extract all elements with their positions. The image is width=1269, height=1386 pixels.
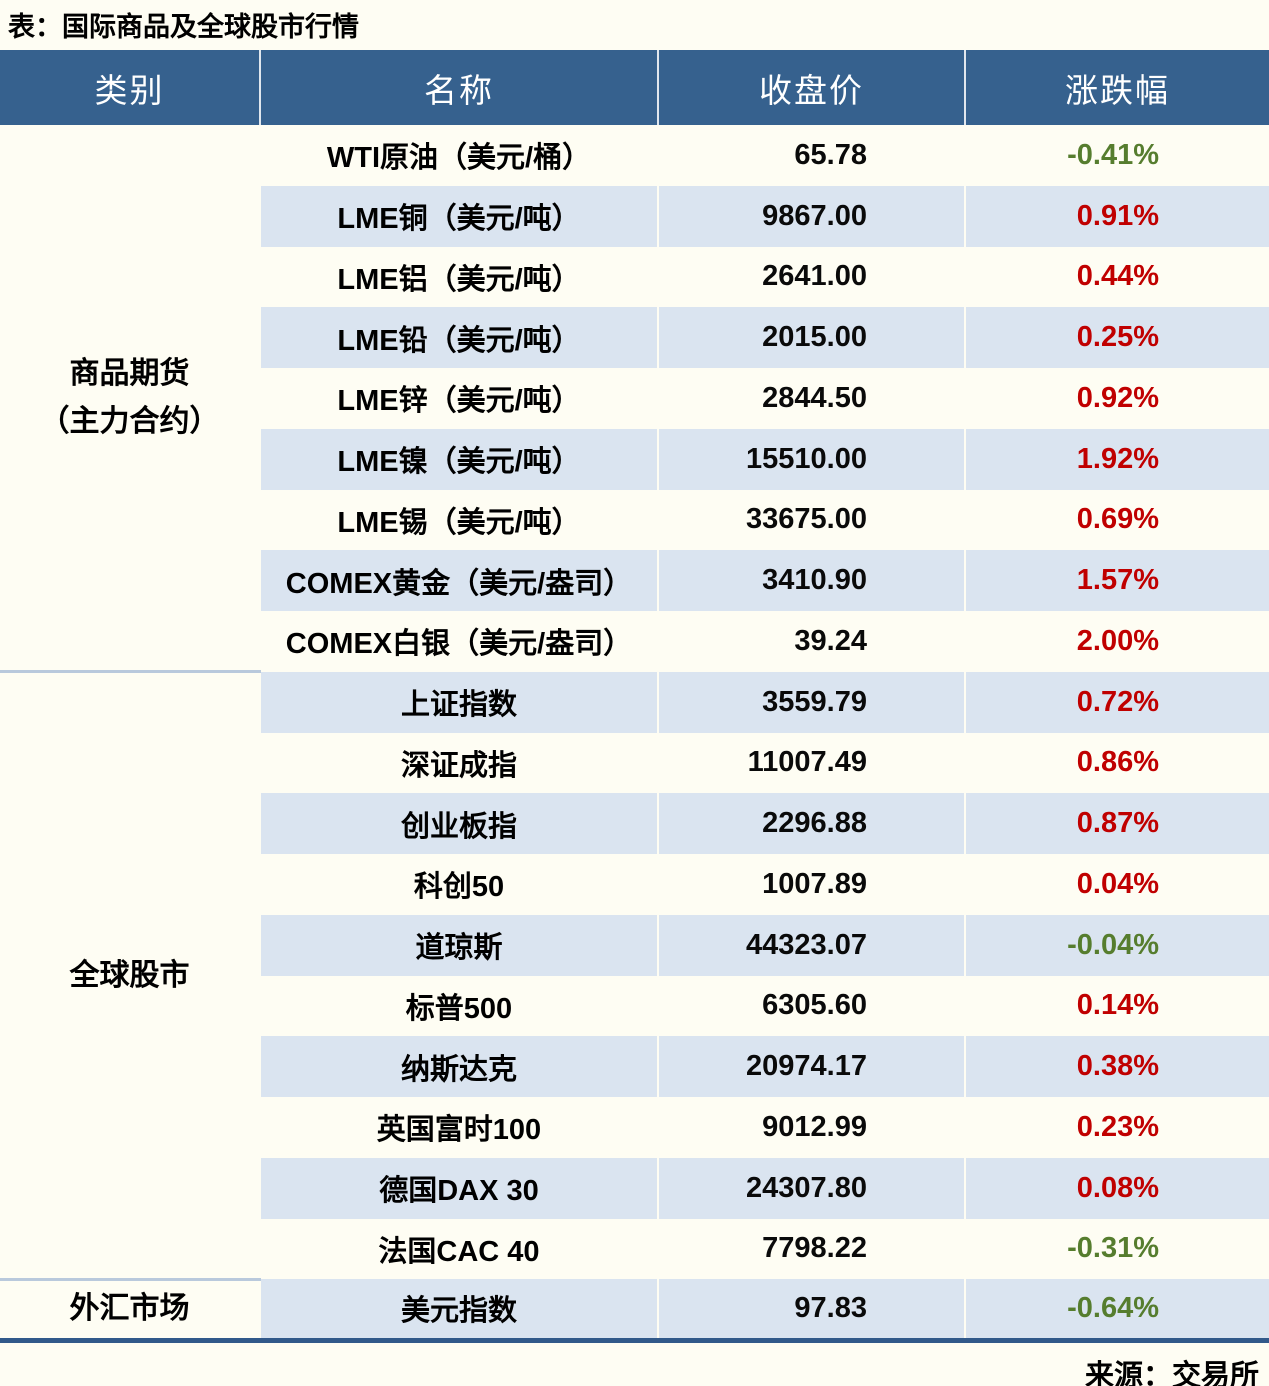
category-line: 商品期货 — [69, 356, 190, 390]
change-percent: 0.69% — [964, 489, 1269, 551]
column-header-close: 收盘价 — [657, 50, 965, 125]
table-row: 英国富时100 9012.99 0.23% — [0, 1097, 1269, 1158]
instrument-name: 纳斯达克 — [259, 1036, 658, 1097]
category-cell: 商品期货 （主力合约） — [0, 125, 260, 672]
column-header-category: 类别 — [0, 50, 260, 125]
instrument-name: 英国富时100 — [259, 1097, 658, 1158]
table-row: 德国DAX 30 24307.80 0.08% — [0, 1157, 1269, 1219]
instrument-name: COMEX白银（美元/盎司） — [259, 611, 658, 672]
change-percent: 0.38% — [964, 1036, 1269, 1097]
instrument-name: 法国CAC 40 — [259, 1218, 658, 1280]
instrument-name: 深证成指 — [259, 732, 658, 794]
change-percent: 0.87% — [964, 793, 1269, 854]
market-quote-table: 类别 名称 收盘价 涨跌幅 商品期货 （主力合约） WTI原油（美元/桶） 65.78… — [0, 50, 1269, 1343]
category-cell: 外汇市场 — [0, 1277, 260, 1340]
header-row: 类别 名称 收盘价 涨跌幅 — [0, 50, 1269, 125]
instrument-name: 科创50 — [259, 854, 658, 915]
change-percent: 0.72% — [964, 671, 1269, 733]
page-title: 表：国际商品及全球股市行情 — [8, 12, 359, 42]
table-body: 商品期货 （主力合约） WTI原油（美元/桶） 65.78 -0.41% LME铜（美元/… — [0, 125, 1269, 1340]
instrument-name: 上证指数 — [259, 671, 658, 733]
closing-price: 9867.00 — [657, 185, 965, 247]
closing-price: 9012.99 — [657, 1097, 965, 1158]
instrument-name: LME镍（美元/吨） — [259, 428, 658, 490]
change-percent: 0.92% — [964, 368, 1269, 429]
closing-price: 3559.79 — [657, 671, 965, 733]
instrument-name: LME铜（美元/吨） — [259, 185, 658, 247]
table-row: 全球股市 上证指数 3559.79 0.72% — [0, 670, 1269, 1280]
change-percent: -0.31% — [964, 1218, 1269, 1280]
closing-price: 11007.49 — [657, 732, 965, 794]
change-percent: 0.86% — [964, 732, 1269, 794]
instrument-name: LME铝（美元/吨） — [259, 246, 658, 308]
closing-price: 15510.00 — [657, 428, 965, 490]
closing-price: 3410.90 — [657, 550, 965, 611]
change-percent: 0.91% — [964, 185, 1269, 247]
table-row: LME铅（美元/吨） 2015.00 0.25% — [0, 307, 1269, 368]
column-header-change: 涨跌幅 — [964, 50, 1269, 125]
category-line: 外汇市场 — [69, 1292, 190, 1326]
change-percent: 0.44% — [964, 246, 1269, 308]
table-row: 标普500 6305.60 0.14% — [0, 975, 1269, 1037]
change-percent: -0.64% — [964, 1279, 1269, 1340]
change-percent: 1.92% — [964, 428, 1269, 490]
closing-price: 33675.00 — [657, 489, 965, 551]
column-header-name: 名称 — [259, 50, 658, 125]
category-cell: 全球股市 — [0, 670, 260, 1280]
closing-price: 39.24 — [657, 611, 965, 672]
closing-price: 2015.00 — [657, 307, 965, 368]
instrument-name: LME锌（美元/吨） — [259, 368, 658, 429]
instrument-name: 美元指数 — [259, 1279, 658, 1340]
table-row: 法国CAC 40 7798.22 -0.31% — [0, 1218, 1269, 1280]
category-line: （主力合约） — [39, 404, 220, 438]
change-percent: 0.25% — [964, 307, 1269, 368]
instrument-name: LME铅（美元/吨） — [259, 307, 658, 368]
instrument-name: 道琼斯 — [259, 914, 658, 976]
table-row: 商品期货 （主力合约） WTI原油（美元/桶） 65.78 -0.41% — [0, 125, 1269, 672]
table-row: LME镍（美元/吨） 15510.00 1.92% — [0, 428, 1269, 490]
instrument-name: 创业板指 — [259, 793, 658, 854]
table-row: COMEX黄金（美元/盎司） 3410.90 1.57% — [0, 550, 1269, 611]
table-header: 类别 名称 收盘价 涨跌幅 — [0, 50, 1269, 125]
closing-price: 2641.00 — [657, 246, 965, 308]
instrument-name: WTI原油（美元/桶） — [259, 125, 658, 186]
change-percent: -0.41% — [964, 125, 1269, 186]
table-row: LME铝（美元/吨） 2641.00 0.44% — [0, 246, 1269, 308]
closing-price: 65.78 — [657, 125, 965, 186]
table-row: LME锌（美元/吨） 2844.50 0.92% — [0, 368, 1269, 429]
table-row: COMEX白银（美元/盎司） 39.24 2.00% — [0, 611, 1269, 672]
instrument-name: 标普500 — [259, 975, 658, 1037]
closing-price: 1007.89 — [657, 854, 965, 915]
closing-price: 6305.60 — [657, 975, 965, 1037]
table-row: 创业板指 2296.88 0.87% — [0, 793, 1269, 854]
change-percent: 0.04% — [964, 854, 1269, 915]
closing-price: 20974.17 — [657, 1036, 965, 1097]
source-note: 来源：交易所 — [1084, 1359, 1259, 1386]
table-row: LME铜（美元/吨） 9867.00 0.91% — [0, 185, 1269, 247]
closing-price: 97.83 — [657, 1279, 965, 1340]
change-percent: 0.08% — [964, 1157, 1269, 1219]
change-percent: -0.04% — [964, 914, 1269, 976]
change-percent: 0.14% — [964, 975, 1269, 1037]
closing-price: 7798.22 — [657, 1218, 965, 1280]
category-line: 全球股市 — [69, 958, 190, 992]
instrument-name: 德国DAX 30 — [259, 1157, 658, 1219]
table-row: LME锡（美元/吨） 33675.00 0.69% — [0, 489, 1269, 551]
table-row: 道琼斯 44323.07 -0.04% — [0, 914, 1269, 976]
instrument-name: COMEX黄金（美元/盎司） — [259, 550, 658, 611]
change-percent: 1.57% — [964, 550, 1269, 611]
instrument-name: LME锡（美元/吨） — [259, 489, 658, 551]
change-percent: 2.00% — [964, 611, 1269, 672]
table-row: 深证成指 11007.49 0.86% — [0, 732, 1269, 794]
table-row: 外汇市场 美元指数 97.83 -0.64% — [0, 1277, 1269, 1340]
closing-price: 44323.07 — [657, 914, 965, 976]
closing-price: 2296.88 — [657, 793, 965, 854]
closing-price: 24307.80 — [657, 1157, 965, 1219]
change-percent: 0.23% — [964, 1097, 1269, 1158]
table-row: 科创50 1007.89 0.04% — [0, 854, 1269, 915]
table-row: 纳斯达克 20974.17 0.38% — [0, 1036, 1269, 1097]
closing-price: 2844.50 — [657, 368, 965, 429]
